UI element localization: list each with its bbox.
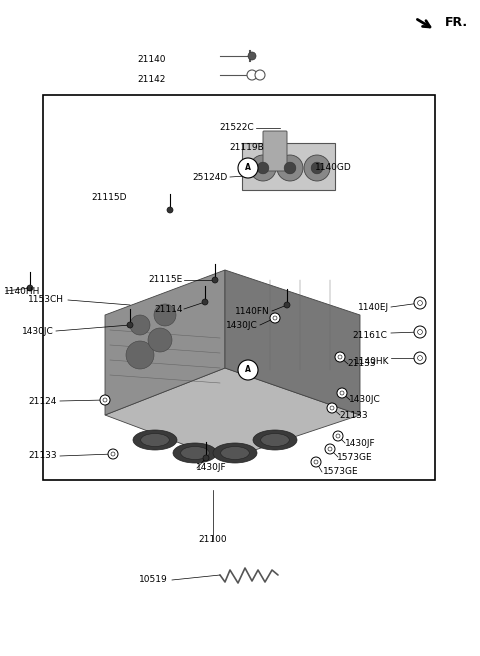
Circle shape [108,449,118,459]
Circle shape [27,285,33,291]
Polygon shape [105,270,225,415]
Circle shape [304,155,330,181]
Circle shape [418,356,422,360]
Circle shape [284,162,296,174]
Circle shape [154,304,176,326]
Circle shape [414,326,426,338]
Circle shape [273,316,277,320]
Circle shape [270,313,280,323]
Text: 21114: 21114 [155,304,183,314]
Text: 21133: 21133 [28,451,57,461]
Circle shape [238,158,258,178]
Circle shape [328,447,332,451]
Ellipse shape [173,443,217,463]
Circle shape [338,355,342,359]
Text: 21119B: 21119B [229,144,264,152]
Text: 1140HK: 1140HK [353,358,389,367]
Circle shape [325,444,335,454]
Text: 21115D: 21115D [92,192,127,201]
Text: 21142: 21142 [138,75,166,83]
Circle shape [130,315,150,335]
Text: A: A [245,163,251,173]
Text: 21124: 21124 [29,396,57,405]
Text: FR.: FR. [445,16,468,28]
Ellipse shape [141,434,169,447]
Text: 1430JC: 1430JC [349,396,381,405]
Circle shape [284,302,290,308]
FancyBboxPatch shape [263,131,287,171]
Text: 1573GE: 1573GE [337,453,372,462]
Circle shape [247,70,257,80]
Ellipse shape [213,443,257,463]
Ellipse shape [253,430,297,450]
Circle shape [340,391,344,395]
Text: 21161C: 21161C [352,331,387,340]
Circle shape [100,395,110,405]
Circle shape [167,207,173,213]
Circle shape [257,162,269,174]
Text: 1140FN: 1140FN [235,306,270,316]
Circle shape [103,398,107,402]
Polygon shape [225,270,360,415]
Circle shape [337,388,347,398]
Text: 1430JF: 1430JF [345,438,376,447]
Ellipse shape [261,434,289,447]
Bar [43,95,435,480]
Text: 21140: 21140 [137,54,166,64]
Text: 21522C: 21522C [219,123,254,133]
Circle shape [148,328,172,352]
Ellipse shape [221,447,249,459]
Circle shape [126,341,154,369]
Text: 1430JC: 1430JC [226,321,258,329]
Text: 1153CH: 1153CH [28,295,64,304]
Circle shape [202,299,208,305]
Text: A: A [245,365,251,375]
Text: 1430JC: 1430JC [22,327,54,335]
Text: 1430JF: 1430JF [196,464,227,472]
Text: 1140EJ: 1140EJ [358,302,389,312]
Ellipse shape [180,447,209,459]
Circle shape [327,403,337,413]
Circle shape [255,70,265,80]
Circle shape [414,352,426,364]
Text: 21115E: 21115E [149,276,183,285]
Circle shape [250,155,276,181]
Text: 10519: 10519 [139,575,168,584]
Text: 21133: 21133 [339,411,368,419]
Circle shape [418,329,422,335]
Circle shape [248,52,256,60]
Ellipse shape [133,430,177,450]
Circle shape [314,460,318,464]
Circle shape [311,162,323,174]
Polygon shape [105,368,360,460]
Circle shape [111,452,115,456]
Polygon shape [242,143,335,190]
Circle shape [330,406,334,410]
Text: 1140GD: 1140GD [315,163,352,171]
Circle shape [336,434,340,438]
Circle shape [418,300,422,306]
Text: 25124D: 25124D [193,173,228,182]
Circle shape [333,431,343,441]
Circle shape [335,352,345,362]
Text: 1140HH: 1140HH [4,287,40,295]
Circle shape [203,455,209,461]
Text: 21100: 21100 [199,535,228,544]
Text: 21133: 21133 [347,359,376,369]
Text: 1573GE: 1573GE [323,468,359,476]
Circle shape [238,360,258,380]
Circle shape [127,322,133,328]
Circle shape [212,277,218,283]
Circle shape [311,457,321,467]
Circle shape [277,155,303,181]
Circle shape [414,297,426,309]
